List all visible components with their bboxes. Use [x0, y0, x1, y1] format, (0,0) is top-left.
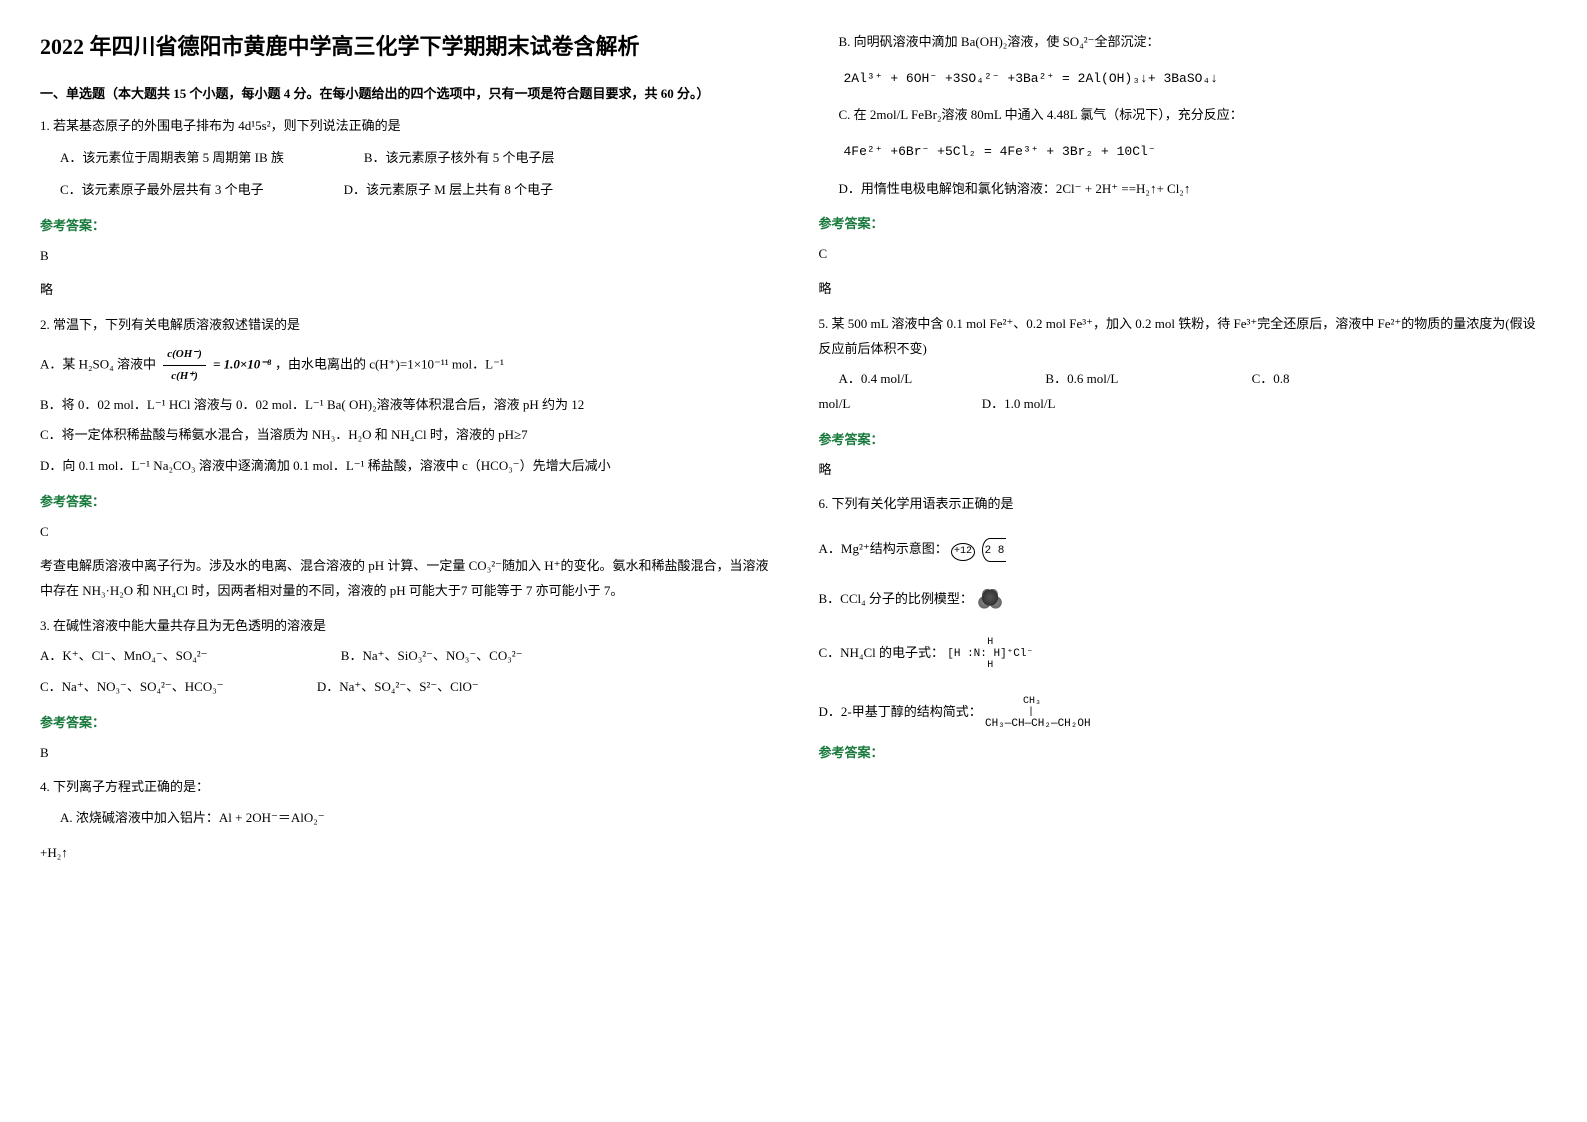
- q1-answer: B: [40, 244, 769, 269]
- butanol-structure: CH₃ | CH₃—CH—CH₂—CH₂OH: [985, 696, 1091, 730]
- right-column: B. 向明矾溶液中滴加 Ba(OH)₂溶液，使 SO₄²⁻全部沉淀： 2Al³⁺…: [819, 30, 1548, 1092]
- q3-stem: 3. 在碱性溶液中能大量共存且为无色透明的溶液是: [40, 614, 769, 639]
- section-1-header: 一、单选题（本大题共 15 个小题，每小题 4 分。在每小题给出的四个选项中，只…: [40, 83, 769, 102]
- q5-option-b: B．0.6 mol/L: [1045, 367, 1118, 392]
- q2-frac-den: c(H⁺): [163, 366, 206, 387]
- q1-stem: 1. 若某基态原子的外围电子排布为 4d¹5s²，则下列说法正确的是: [40, 114, 769, 139]
- q4-option-b-line1: B. 向明矾溶液中滴加 Ba(OH)₂溶液，使 SO₄²⁻全部沉淀：: [839, 30, 1548, 55]
- q6-option-d: D．2-甲基丁醇的结构简式：: [819, 704, 982, 719]
- q4-option-d-line1: D．用惰性电极电解饱和氯化钠溶液：2Cl⁻ + 2H⁺ ==H₂↑+ Cl₂↑: [839, 177, 1548, 202]
- q5-explain: 略: [819, 458, 1548, 483]
- q5-stem: 5. 某 500 mL 溶液中含 0.1 mol Fe²⁺、0.2 mol Fe…: [819, 312, 1548, 361]
- q2-explain: 考查电解质溶液中离子行为。涉及水的电离、混合溶液的 pH 计算、一定量 CO₃²…: [40, 554, 769, 603]
- nh4cl-h-bottom: H: [947, 660, 1033, 671]
- q3-option-b: B．Na⁺、SiO₃²⁻、NO₃⁻、CO₃²⁻: [341, 644, 523, 669]
- mg-structure-diagram: +12 2 8: [951, 538, 1006, 562]
- q6-option-a: A．Mg²⁺结构示意图：: [819, 541, 948, 556]
- q2-option-d: D．向 0.1 mol．L⁻¹ Na₂CO₃ 溶液中逐滴滴加 0.1 mol．L…: [40, 454, 769, 479]
- q2-stem: 2. 常温下，下列有关电解质溶液叙述错误的是: [40, 313, 769, 338]
- nh4cl-main: [H :N: H]⁺Cl⁻: [947, 648, 1033, 660]
- mg-core: +12: [951, 543, 975, 561]
- exam-title: 2022 年四川省德阳市黄鹿中学高三化学下学期期末试卷含解析: [40, 30, 769, 63]
- q3-answer-label: 参考答案：: [40, 712, 769, 731]
- q2-answer-label: 参考答案：: [40, 491, 769, 510]
- q3-option-d: D．Na⁺、SO₄²⁻、S²⁻、ClO⁻: [317, 675, 479, 700]
- question-4: 4. 下列离子方程式正确的是： A. 浓烧碱溶液中加入铝片：Al + 2OH⁻＝…: [40, 775, 769, 830]
- q2-option-c: C．将一定体积稀盐酸与稀氨水混合，当溶质为 NH₃．H₂O 和 NH₄Cl 时，…: [40, 423, 769, 448]
- q1-answer-label: 参考答案：: [40, 215, 769, 234]
- q4-explain: 略: [819, 277, 1548, 302]
- q6-answer-label: 参考答案：: [819, 742, 1548, 761]
- q2-option-a-post: ，由水电离出的 c(H⁺)=1×10⁻¹¹ mol．L⁻¹: [275, 356, 504, 371]
- q5-answer-label: 参考答案：: [819, 429, 1548, 448]
- left-column: 2022 年四川省德阳市黄鹿中学高三化学下学期期末试卷含解析 一、单选题（本大题…: [40, 30, 769, 1092]
- q3-option-c: C．Na⁺、NO₃⁻、SO₄²⁻、HCO₃⁻: [40, 675, 224, 700]
- q6-option-c: C．NH₄Cl 的电子式：: [819, 645, 945, 660]
- q4-stem: 4. 下列离子方程式正确的是：: [40, 775, 769, 800]
- q4-option-c-formula: 4Fe²⁺ +6Br⁻ +5Cl₂ = 4Fe³⁺ + 3Br₂ + 10Cl⁻: [844, 140, 1548, 165]
- q5-option-c: C．0.8: [1252, 371, 1290, 386]
- q4-answer: C: [819, 242, 1548, 267]
- q1-option-c: C．该元素原子最外层共有 3 个电子: [60, 177, 264, 203]
- question-6: 6. 下列有关化学用语表示正确的是 A．Mg²⁺结构示意图： +12 2 8 B…: [819, 492, 1548, 730]
- nh4cl-electron-formula: H [H :N: H]⁺Cl⁻ H: [947, 637, 1033, 671]
- q2-option-a-eq: = 1.0×10⁻⁸: [213, 356, 272, 371]
- mg-shells: 2 8: [985, 545, 1005, 557]
- q5-option-a: A．0.4 mol/L: [839, 367, 913, 392]
- q4-answer-label: 参考答案：: [819, 213, 1548, 232]
- q2-fraction: c(OH⁻) c(H⁺): [163, 344, 206, 387]
- ccl4-model-icon: [976, 588, 1004, 612]
- q3-answer: B: [40, 741, 769, 766]
- q2-frac-num: c(OH⁻): [163, 344, 206, 366]
- question-5: 5. 某 500 mL 溶液中含 0.1 mol Fe²⁺、0.2 mol Fe…: [819, 312, 1548, 417]
- q4-option-c-line1: C. 在 2mol/L FeBr₂溶液 80mL 中通入 4.48L 氯气（标况…: [839, 103, 1548, 128]
- q5-option-d: D．1.0 mol/L: [982, 396, 1056, 411]
- q1-option-b: B．该元素原子核外有 5 个电子层: [364, 145, 555, 171]
- q4-option-b-formula: 2Al³⁺ + 6OH⁻ +3SO₄²⁻ +3Ba²⁺ = 2Al(OH)₃↓+…: [844, 67, 1548, 92]
- question-2: 2. 常温下，下列有关电解质溶液叙述错误的是 A．某 H₂SO₄ 溶液中 c(O…: [40, 313, 769, 479]
- q4-option-a-line2: +H₂↑: [40, 841, 769, 866]
- q6-stem: 6. 下列有关化学用语表示正确的是: [819, 492, 1548, 517]
- q1-explain: 略: [40, 278, 769, 303]
- q1-option-a: A．该元素位于周期表第 5 周期第 IB 族: [60, 145, 284, 171]
- q5-option-c-unit: mol/L: [819, 392, 979, 417]
- butanol-ch3-branch: CH₃: [1023, 696, 1091, 707]
- q2-option-a-pre: A．某 H₂SO₄ 溶液中: [40, 356, 156, 371]
- nh4cl-h-top: H: [947, 637, 1033, 648]
- q3-option-a: A．K⁺、Cl⁻、MnO₄⁻、SO₄²⁻: [40, 644, 208, 669]
- butanol-main-chain: CH₃—CH—CH₂—CH₂OH: [985, 718, 1091, 730]
- question-1: 1. 若某基态原子的外围电子排布为 4d¹5s²，则下列说法正确的是 A．该元素…: [40, 114, 769, 203]
- q4-option-a-line1: A. 浓烧碱溶液中加入铝片：Al + 2OH⁻＝AlO₂⁻: [60, 806, 769, 831]
- q6-option-b: B．CCl₄ 分子的比例模型：: [819, 591, 973, 606]
- question-3: 3. 在碱性溶液中能大量共存且为无色透明的溶液是 A．K⁺、Cl⁻、MnO₄⁻、…: [40, 614, 769, 700]
- q2-answer: C: [40, 520, 769, 545]
- q2-option-b: B．将 0．02 mol．L⁻¹ HCl 溶液与 0．02 mol．L⁻¹ Ba…: [40, 393, 769, 418]
- q1-option-d: D．该元素原子 M 层上共有 8 个电子: [344, 177, 553, 203]
